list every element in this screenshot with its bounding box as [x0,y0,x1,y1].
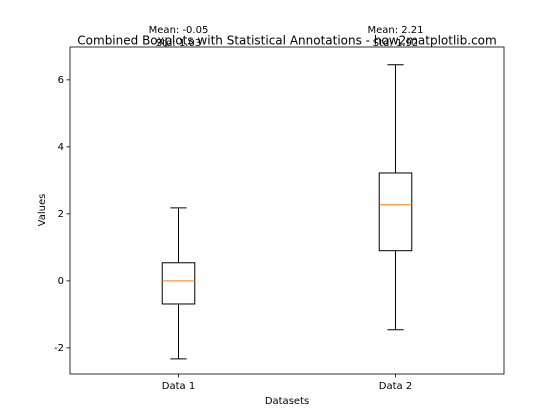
x-axis-label: Datasets [265,396,309,407]
box [161,262,196,305]
annotation: Mean: -0.05 [149,25,209,36]
y-tick-label: 2 [58,209,64,220]
y-tick-label: 6 [58,75,64,86]
axes-frame [69,46,505,375]
y-axis-label: Values [37,194,48,227]
x-tick-label: Data 1 [162,381,195,392]
y-tick-label: 0 [58,276,64,287]
annotation: Std: 1.92 [373,38,418,49]
y-tick-label: 4 [58,142,64,153]
annotation: Mean: 2.21 [367,25,423,36]
y-tick-label: -2 [54,343,64,354]
box [378,172,413,252]
annotation: Std: 1.03 [156,38,201,49]
x-tick-label: Data 2 [379,381,412,392]
chart-title: Combined Boxplots with Statistical Annot… [77,34,496,48]
